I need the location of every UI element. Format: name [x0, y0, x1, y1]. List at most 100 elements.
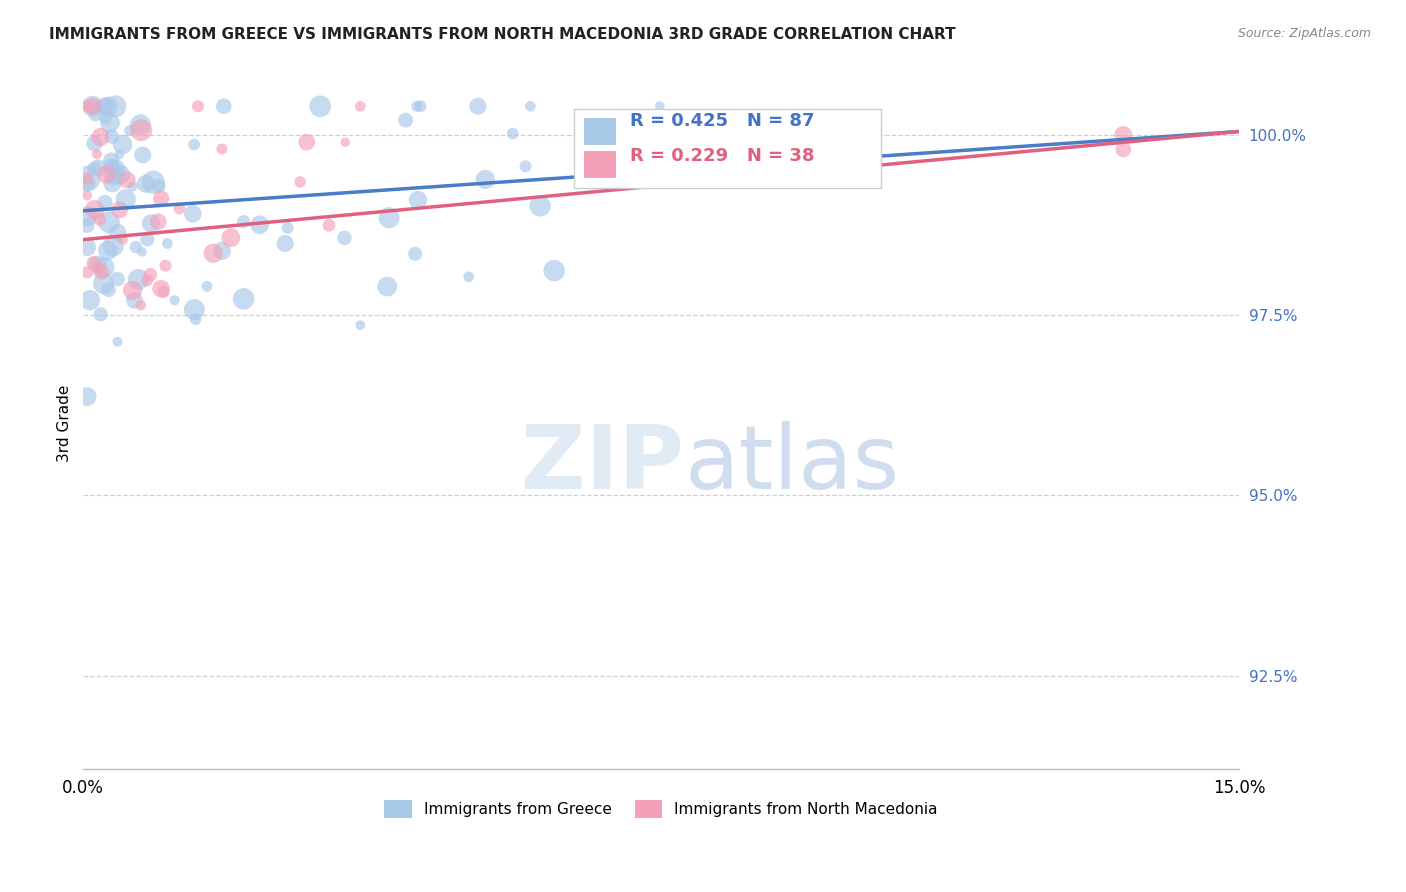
Point	[1112, 143, 1135, 157]
Point	[97, 283, 120, 297]
Point	[114, 192, 136, 206]
Point	[87, 258, 110, 272]
Point	[76, 172, 98, 186]
Text: Source: ZipAtlas.com: Source: ZipAtlas.com	[1237, 27, 1371, 40]
Text: atlas: atlas	[685, 421, 900, 508]
Point	[111, 233, 134, 247]
Point	[83, 202, 105, 217]
Point	[142, 175, 165, 189]
Point	[183, 137, 205, 152]
Point	[124, 293, 146, 307]
Point	[82, 99, 104, 113]
Legend: Immigrants from Greece, Immigrants from North Macedonia: Immigrants from Greece, Immigrants from …	[378, 794, 943, 824]
Point	[519, 99, 541, 113]
Point	[333, 231, 356, 245]
Point	[87, 262, 110, 277]
Point	[155, 259, 177, 273]
Point	[187, 99, 209, 113]
Text: ZIP: ZIP	[522, 421, 685, 508]
Point	[104, 161, 127, 176]
Point	[181, 207, 204, 221]
Point	[309, 99, 332, 113]
Point	[76, 390, 98, 404]
Point	[148, 179, 170, 194]
Point	[90, 265, 112, 279]
Point	[139, 268, 162, 282]
Point	[89, 212, 111, 227]
Text: R = 0.229   N = 38: R = 0.229 N = 38	[630, 146, 814, 165]
Point	[139, 217, 162, 231]
Point	[108, 202, 131, 217]
Point	[640, 116, 662, 130]
Point	[76, 265, 98, 279]
Point	[101, 177, 124, 191]
Point	[83, 161, 105, 176]
Point	[474, 172, 496, 186]
Point	[148, 214, 170, 228]
Point	[125, 240, 148, 254]
Point	[202, 246, 225, 260]
Point	[150, 192, 173, 206]
Point	[97, 99, 120, 113]
Point	[129, 118, 152, 132]
Point	[98, 215, 121, 229]
Point	[219, 230, 242, 244]
Point	[83, 256, 105, 270]
Point	[107, 334, 129, 349]
Point	[94, 111, 117, 125]
Point	[79, 293, 101, 307]
Point	[169, 202, 191, 216]
Point	[211, 142, 233, 156]
Point	[1112, 128, 1135, 142]
Point	[98, 116, 121, 130]
Point	[349, 318, 371, 332]
Point	[86, 147, 108, 161]
Point	[93, 260, 115, 275]
Point	[457, 269, 479, 284]
Point	[115, 173, 138, 187]
Point	[87, 99, 110, 113]
Point	[103, 239, 125, 253]
Point	[149, 282, 172, 296]
Point	[76, 188, 98, 202]
Point	[76, 219, 98, 233]
Point	[107, 272, 129, 286]
Point	[195, 279, 218, 293]
Y-axis label: 3rd Grade: 3rd Grade	[58, 384, 72, 462]
Text: IMMIGRANTS FROM GREECE VS IMMIGRANTS FROM NORTH MACEDONIA 3RD GRADE CORRELATION : IMMIGRANTS FROM GREECE VS IMMIGRANTS FRO…	[49, 27, 956, 42]
Point	[103, 168, 125, 182]
Point	[274, 236, 297, 251]
Point	[136, 233, 159, 247]
Point	[375, 279, 398, 293]
Point	[111, 137, 134, 152]
Point	[129, 298, 152, 312]
Point	[136, 273, 159, 287]
Point	[648, 99, 671, 113]
Point	[97, 244, 120, 258]
Point	[404, 247, 426, 261]
Bar	[583, 152, 616, 178]
Point	[277, 221, 299, 235]
Point	[108, 168, 131, 182]
Point	[467, 99, 489, 113]
Point	[232, 215, 254, 229]
Point	[232, 292, 254, 306]
Point	[395, 113, 418, 128]
Point	[82, 99, 104, 113]
Point	[515, 160, 537, 174]
Point	[104, 99, 127, 113]
Point	[76, 240, 98, 254]
Point	[318, 219, 340, 233]
Point	[100, 160, 122, 174]
Point	[163, 293, 186, 308]
Point	[529, 199, 551, 213]
Point	[121, 284, 143, 298]
Point	[90, 307, 112, 321]
Point	[543, 263, 565, 277]
Point	[76, 99, 98, 113]
Point	[295, 135, 318, 149]
Point	[96, 168, 118, 182]
Point	[121, 179, 143, 194]
FancyBboxPatch shape	[575, 109, 880, 188]
Point	[131, 244, 153, 259]
